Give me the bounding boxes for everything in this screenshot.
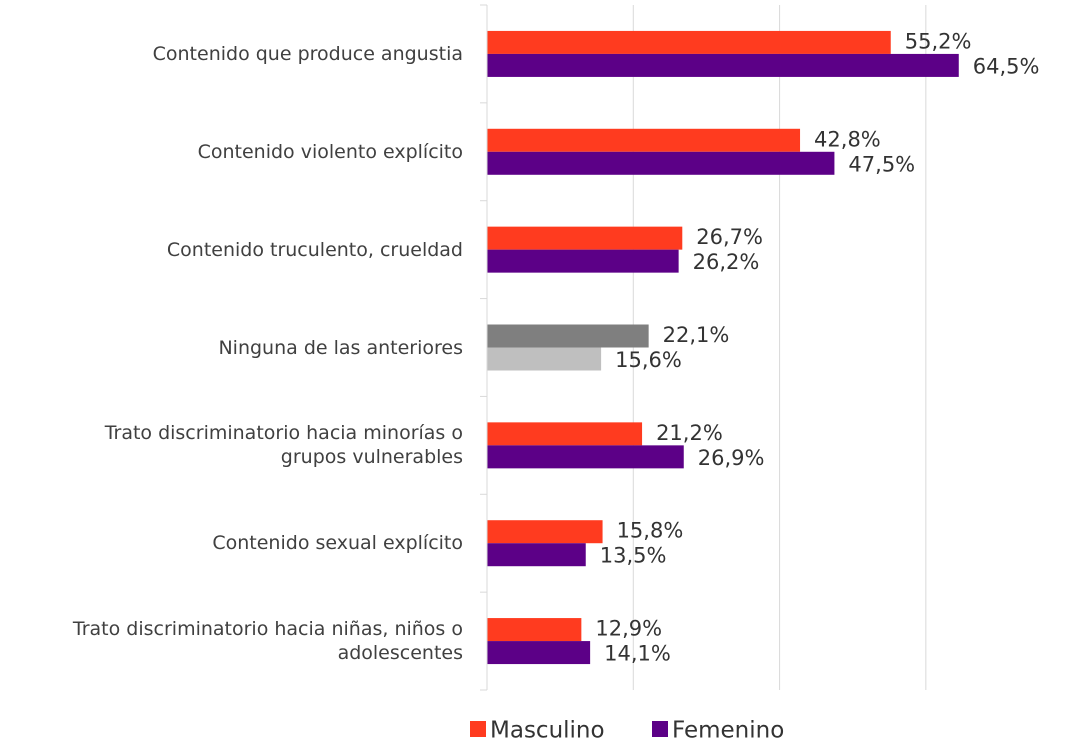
category-label: Contenido que produce angustia [152,42,463,65]
category-label: Trato discriminatorio hacia niñas, niños… [72,618,463,665]
value-label: 12,9% [595,617,662,641]
value-label: 42,8% [814,127,881,151]
bar [487,324,649,348]
bar [487,641,591,665]
legend-swatch [470,721,486,737]
legend-label: Masculino [490,718,605,742]
legend-label: Femenino [672,718,784,742]
value-label: 13,5% [600,544,667,568]
value-label: 14,1% [604,642,671,666]
bar [487,445,684,469]
bar [487,226,683,250]
value-label: 55,2% [905,29,972,53]
bar [487,543,586,567]
bar [487,249,679,273]
bar [487,347,602,371]
value-label: 26,2% [693,250,760,274]
bar [487,151,835,175]
category-label: Trato discriminatorio hacia minorías o g… [104,422,463,469]
bar [487,618,582,642]
value-label: 22,1% [663,323,730,347]
value-label: 21,2% [656,421,723,445]
category-label: Contenido sexual explícito [212,532,463,555]
category-label: Ninguna de las anteriores [218,336,463,359]
bar [487,53,959,77]
category-label: Contenido violento explícito [197,140,463,163]
value-label: 15,6% [615,348,682,372]
bar [487,422,643,446]
value-label: 15,8% [617,519,684,543]
value-label: 26,7% [696,225,763,249]
legend-swatch [652,721,668,737]
value-label: 47,5% [848,152,915,176]
value-label: 64,5% [973,54,1040,78]
bar [487,128,801,152]
bar [487,520,603,544]
category-label: Contenido truculento, crueldad [166,238,463,261]
bar [487,30,891,54]
value-label: 26,9% [698,446,765,470]
